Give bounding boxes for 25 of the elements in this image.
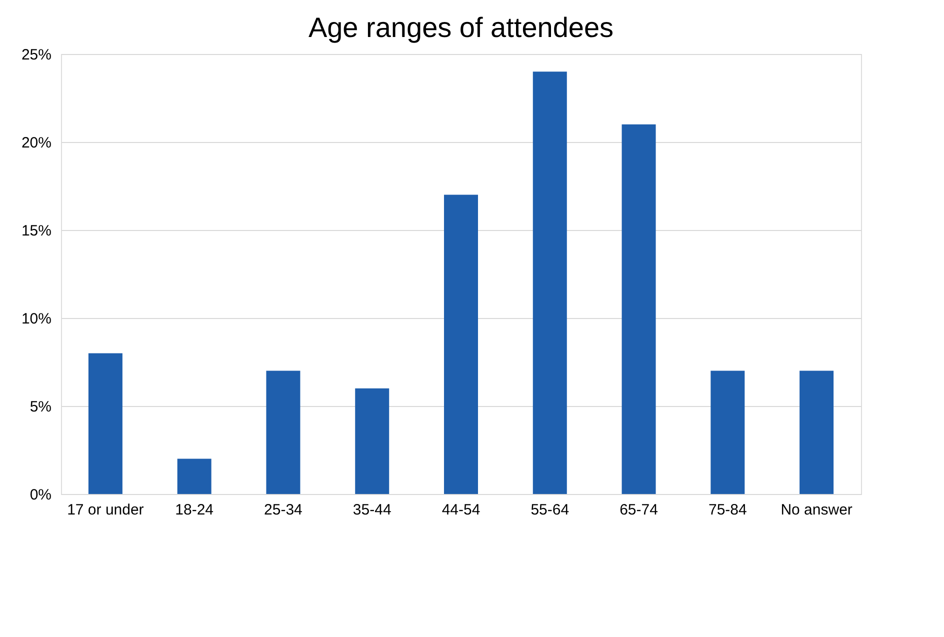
bar [710,370,745,494]
x-tick-label: No answer [780,502,852,518]
x-tick-label: 44-54 [442,502,480,518]
y-tick-label: 10% [21,310,52,328]
bar [800,370,834,494]
x-tick-label: 65-74 [620,502,658,518]
x-tick-label: 18-24 [175,502,214,518]
bar [532,72,567,494]
y-tick-label: 15% [21,222,52,240]
chart-title: Age ranges of attendees [308,12,614,43]
bar [444,194,478,494]
x-tick-label: 17 or under [67,502,144,518]
x-tick-label: 25-34 [264,502,302,518]
y-tick-label: 25% [21,46,52,64]
bar [177,458,212,494]
y-tick-label: 0% [30,486,52,504]
x-tick-label: 75-84 [708,502,747,518]
x-tick-label: 35-44 [352,502,392,518]
bar [622,124,656,494]
x-tick-label: 55-64 [530,502,570,518]
bar [355,388,390,494]
y-tick-label: 20% [21,134,52,152]
bar [266,370,300,494]
y-tick-label: 5% [30,398,52,416]
bar [88,353,122,494]
